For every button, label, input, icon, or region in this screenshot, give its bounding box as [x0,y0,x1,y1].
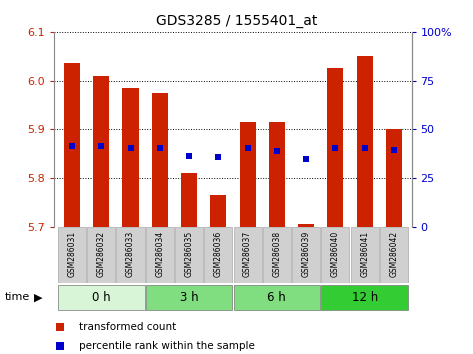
Text: GSM286035: GSM286035 [184,230,193,277]
Text: GSM286040: GSM286040 [331,230,340,277]
Text: percentile rank within the sample: percentile rank within the sample [79,341,254,351]
Text: GSM286042: GSM286042 [389,231,398,277]
Bar [87,227,115,283]
Text: GSM286038: GSM286038 [272,231,281,277]
Text: time: time [5,292,30,302]
Bar [58,227,86,283]
Bar [321,285,408,310]
Text: GSM286034: GSM286034 [155,230,164,277]
Text: GSM286041: GSM286041 [360,231,369,277]
Bar [357,56,373,227]
Bar [210,195,227,227]
Bar [204,227,232,283]
Bar [321,227,350,283]
Bar [152,93,168,227]
Bar [146,285,232,310]
Bar [58,285,145,310]
Text: GSM286032: GSM286032 [97,231,106,277]
Bar [116,227,145,283]
Bar [146,227,174,283]
Text: GSM286036: GSM286036 [214,230,223,277]
Bar [263,227,291,283]
Bar [386,129,402,227]
Text: GSM286039: GSM286039 [302,230,311,277]
Bar [269,122,285,227]
Bar [64,63,80,227]
Bar [239,122,255,227]
Text: GSM286037: GSM286037 [243,230,252,277]
Bar [234,285,320,310]
Text: GDS3285 / 1555401_at: GDS3285 / 1555401_at [156,14,317,28]
Bar [175,227,203,283]
Text: GSM286033: GSM286033 [126,230,135,277]
Bar [298,224,314,227]
Bar [234,227,262,283]
Bar [327,68,343,227]
Text: 0 h: 0 h [92,291,111,304]
Bar [380,227,408,283]
Text: 6 h: 6 h [268,291,286,304]
Bar [292,227,320,283]
Bar [93,76,109,227]
Text: transformed count: transformed count [79,322,176,332]
Bar [350,227,379,283]
Text: 3 h: 3 h [180,291,198,304]
Text: GSM286031: GSM286031 [68,231,77,277]
Bar [181,173,197,227]
Bar [123,88,139,227]
Text: ▶: ▶ [34,292,43,302]
Text: 12 h: 12 h [351,291,378,304]
